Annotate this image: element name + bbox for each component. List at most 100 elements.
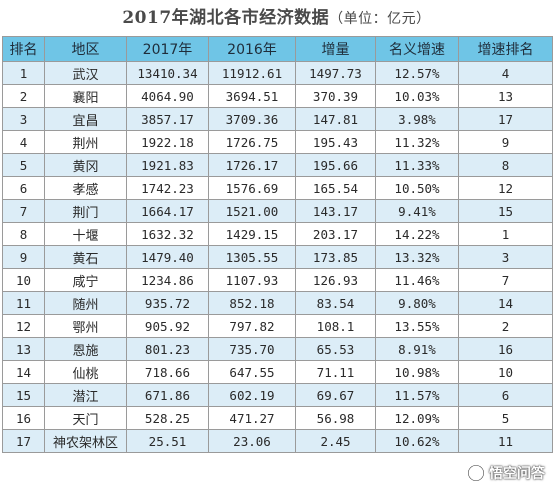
cell-growth: 11.57% [375, 383, 459, 407]
cell-2017: 4064.90 [126, 84, 209, 108]
cell-growth-rank: 15 [458, 199, 553, 223]
title-unit: （单位：亿元） [329, 11, 431, 27]
cell-region: 仙桃 [44, 360, 127, 384]
table-row: 2 襄阳 4064.90 3694.51 370.39 10.03% 13 [2, 84, 553, 108]
cell-2016: 735.70 [208, 337, 296, 361]
cell-increase: 147.81 [295, 107, 376, 131]
cell-rank: 10 [2, 268, 45, 292]
cell-growth: 10.03% [375, 84, 459, 108]
cell-increase: 126.93 [295, 268, 376, 292]
cell-region: 荆州 [44, 130, 127, 154]
cell-region: 武汉 [44, 61, 127, 85]
cell-2016: 647.55 [208, 360, 296, 384]
table-row: 10 咸宁 1234.86 1107.93 126.93 11.46% 7 [2, 268, 553, 292]
cell-growth-rank: 13 [458, 84, 553, 108]
table-row: 1 武汉 13410.34 11912.61 1497.73 12.57% 4 [2, 61, 553, 85]
cell-2016: 1305.55 [208, 245, 296, 269]
table-row: 15 潜江 671.86 602.19 69.67 11.57% 6 [2, 383, 553, 407]
economic-data-table: 排名 地区 2017年 2016年 增量 名义增速 增速排名 1 武汉 13410.… [2, 36, 553, 453]
cell-2017: 528.25 [126, 406, 209, 430]
cell-2017: 801.23 [126, 337, 209, 361]
header-row: 排名 地区 2017年 2016年 增量 名义增速 增速排名 [2, 36, 553, 62]
cell-rank: 4 [2, 130, 45, 154]
table-row: 4 荆州 1922.18 1726.75 195.43 11.32% 9 [2, 130, 553, 154]
table-body: 1 武汉 13410.34 11912.61 1497.73 12.57% 4 2 襄阳 4064… [2, 61, 553, 453]
cell-rank: 15 [2, 383, 45, 407]
cell-growth: 11.46% [375, 268, 459, 292]
cell-2017: 1479.40 [126, 245, 209, 269]
cell-growth-rank: 6 [458, 383, 553, 407]
cell-2016: 1107.93 [208, 268, 296, 292]
cell-2016: 3694.51 [208, 84, 296, 108]
title-main: 2017年湖北各市经济数据 [122, 8, 330, 28]
cell-2017: 3857.17 [126, 107, 209, 131]
table-row: 7 荆门 1664.17 1521.00 143.17 9.41% 15 [2, 199, 553, 223]
cell-growth-rank: 1 [458, 222, 553, 246]
cell-region: 黄冈 [44, 153, 127, 177]
cell-region: 襄阳 [44, 84, 127, 108]
cell-rank: 2 [2, 84, 45, 108]
cell-rank: 16 [2, 406, 45, 430]
cell-2016: 1521.00 [208, 199, 296, 223]
cell-2016: 1726.75 [208, 130, 296, 154]
cell-growth-rank: 14 [458, 291, 553, 315]
cell-2016: 11912.61 [208, 61, 296, 85]
cell-growth-rank: 17 [458, 107, 553, 131]
cell-growth: 13.32% [375, 245, 459, 269]
cell-growth-rank: 11 [458, 429, 553, 453]
cell-2017: 1921.83 [126, 153, 209, 177]
cell-growth: 9.80% [375, 291, 459, 315]
cell-growth-rank: 2 [458, 314, 553, 338]
table-row: 17 神农架林区 25.51 23.06 2.45 10.62% 11 [2, 429, 553, 453]
header-rank: 排名 [2, 36, 45, 62]
cell-2017: 1234.86 [126, 268, 209, 292]
cell-rank: 7 [2, 199, 45, 223]
cell-region: 潜江 [44, 383, 127, 407]
cell-2016: 1726.17 [208, 153, 296, 177]
cell-region: 随州 [44, 291, 127, 315]
cell-2016: 23.06 [208, 429, 296, 453]
table-row: 6 孝感 1742.23 1576.69 165.54 10.50% 12 [2, 176, 553, 200]
header-increase: 增量 [295, 36, 376, 62]
cell-growth: 11.33% [375, 153, 459, 177]
cell-increase: 71.11 [295, 360, 376, 384]
cell-growth: 9.41% [375, 199, 459, 223]
table-row: 12 鄂州 905.92 797.82 108.1 13.55% 2 [2, 314, 553, 338]
cell-region: 黄石 [44, 245, 127, 269]
cell-growth-rank: 10 [458, 360, 553, 384]
cell-growth: 3.98% [375, 107, 459, 131]
cell-rank: 17 [2, 429, 45, 453]
cell-2016: 1429.15 [208, 222, 296, 246]
cell-increase: 195.66 [295, 153, 376, 177]
cell-region: 咸宁 [44, 268, 127, 292]
cell-2017: 1922.18 [126, 130, 209, 154]
cell-2017: 25.51 [126, 429, 209, 453]
cell-increase: 83.54 [295, 291, 376, 315]
watermark-text: 悟空问答 [489, 466, 545, 482]
cell-increase: 65.53 [295, 337, 376, 361]
cell-growth: 13.55% [375, 314, 459, 338]
cell-growth-rank: 3 [458, 245, 553, 269]
cell-increase: 203.17 [295, 222, 376, 246]
cell-2017: 1664.17 [126, 199, 209, 223]
header-2016: 2016年 [208, 36, 296, 62]
cell-growth: 8.91% [375, 337, 459, 361]
page-title: 2017年湖北各市经济数据（单位：亿元） [0, 0, 553, 36]
cell-growth-rank: 5 [458, 406, 553, 430]
cell-rank: 6 [2, 176, 45, 200]
table-row: 3 宜昌 3857.17 3709.36 147.81 3.98% 17 [2, 107, 553, 131]
cell-increase: 143.17 [295, 199, 376, 223]
cell-increase: 370.39 [295, 84, 376, 108]
cell-region: 孝感 [44, 176, 127, 200]
table-row: 9 黄石 1479.40 1305.55 173.85 13.32% 3 [2, 245, 553, 269]
cell-2017: 905.92 [126, 314, 209, 338]
cell-growth: 12.09% [375, 406, 459, 430]
table-row: 11 随州 935.72 852.18 83.54 9.80% 14 [2, 291, 553, 315]
cell-increase: 69.67 [295, 383, 376, 407]
cell-growth: 10.50% [375, 176, 459, 200]
header-growth-rank: 增速排名 [458, 36, 553, 62]
cell-growth: 10.98% [375, 360, 459, 384]
cell-rank: 14 [2, 360, 45, 384]
table-row: 14 仙桃 718.66 647.55 71.11 10.98% 10 [2, 360, 553, 384]
